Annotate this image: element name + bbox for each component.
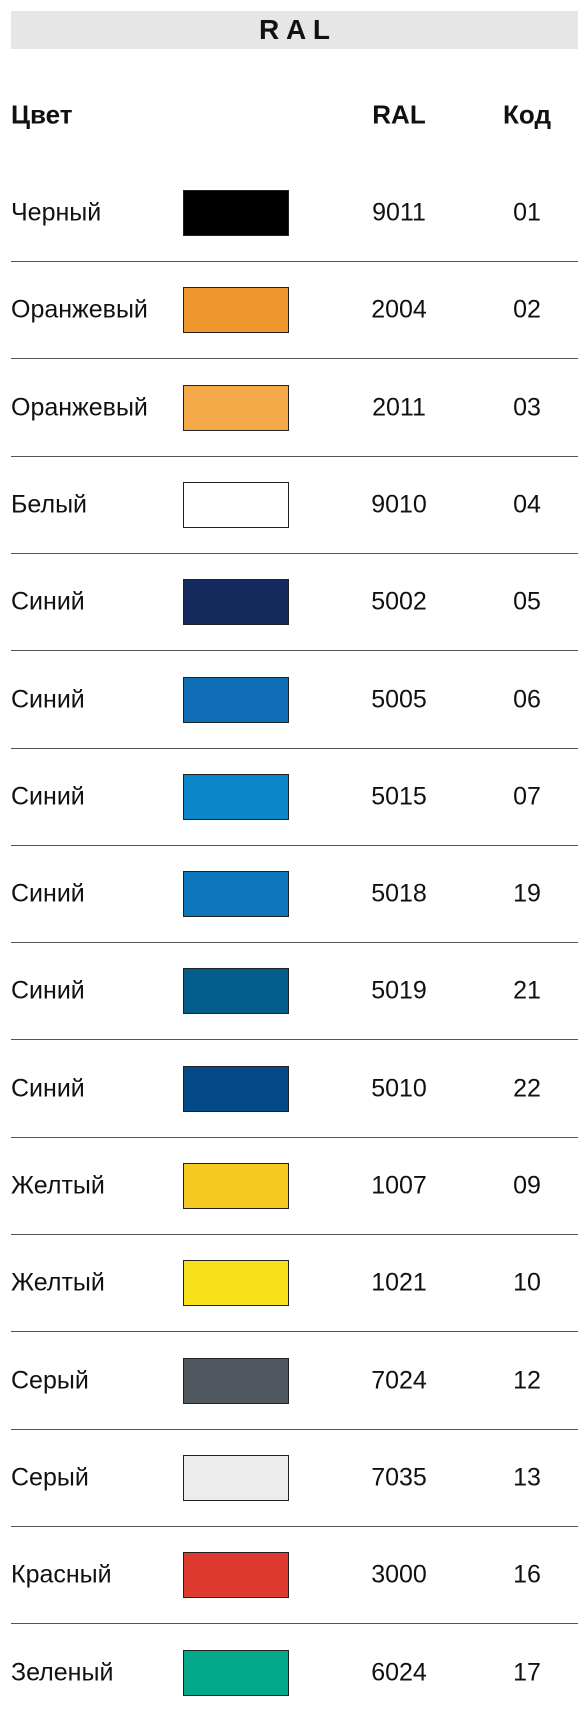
color-name: Синий [11,685,85,713]
ral-number: 9010 [371,490,427,519]
color-name: Синий [11,879,85,908]
ral-number: 2011 [372,393,426,422]
row-separator [11,844,578,846]
code: 09 [513,1171,541,1200]
color-name: Оранжевый [11,295,148,324]
color-name: Белый [11,490,88,519]
code: 16 [513,1560,541,1589]
ral-number: 5018 [371,879,427,908]
color-name: Синий [11,976,85,1005]
color-swatch [183,1065,289,1112]
code: 04 [513,490,541,519]
code: 03 [513,393,541,422]
code: 22 [513,1074,541,1103]
ral-number: 7035 [371,1463,427,1492]
color-swatch [183,481,289,528]
row-separator [11,747,578,749]
code: 17 [513,1658,541,1686]
row-separator [11,455,578,457]
color-swatch [183,1552,289,1599]
color-name: Синий [11,782,85,811]
ral-number: 2004 [371,295,427,324]
code: 01 [513,198,541,227]
row-separator [11,650,578,652]
row-separator [11,942,578,944]
row-separator [11,358,578,360]
color-swatch [183,871,289,918]
row-separator [11,1039,578,1041]
color-swatch [183,579,289,626]
column-header: RAL [372,99,426,130]
row-separator [11,261,578,262]
color-name: Красный [11,1560,112,1589]
color-name: Серый [11,1463,89,1492]
color-swatch [183,190,289,236]
code: 12 [513,1366,541,1395]
color-name: Черный [11,198,102,227]
color-name: Синий [11,1074,85,1103]
code: 10 [513,1268,541,1297]
code: 02 [513,295,541,324]
color-name: Зеленый [11,1658,114,1686]
color-swatch [183,1357,289,1404]
code: 19 [513,879,541,908]
ral-number: 3000 [371,1560,427,1589]
row-separator [11,1428,578,1430]
ral-number: 6024 [371,1658,427,1686]
code: 07 [513,782,541,811]
color-swatch [183,676,289,723]
color-name: Синий [11,587,85,616]
ral-number: 7024 [371,1366,427,1395]
column-header: Код [503,99,551,130]
color-swatch [183,968,289,1015]
color-swatch [183,1260,289,1307]
color-swatch [183,384,289,431]
ral-number: 5019 [371,976,427,1005]
row-separator [11,1331,578,1333]
row-separator [11,1525,578,1527]
row-separator [11,1136,578,1138]
row-separator [11,552,578,554]
color-name: Оранжевый [11,393,148,422]
color-swatch [183,1454,289,1501]
color-name: Желтый [11,1268,105,1297]
ral-number: 1021 [371,1268,427,1297]
ral-number: 5005 [371,685,427,713]
color-name: Желтый [11,1171,105,1200]
code: 13 [513,1463,541,1492]
color-swatch [183,773,289,820]
ral-number: 5015 [371,782,427,811]
ral-number: 5010 [371,1074,427,1103]
color-swatch [183,287,289,334]
row-separator [11,1623,578,1625]
color-swatch [183,1649,289,1696]
code: 05 [513,587,541,616]
ral-number: 9011 [372,198,426,227]
title-bar: R A L [11,11,578,49]
ral-number: 1007 [371,1171,427,1200]
code: 06 [513,685,541,713]
color-swatch [183,1163,289,1209]
color-name: Серый [11,1366,89,1395]
row-separator [11,1234,578,1235]
ral-number: 5002 [371,587,427,616]
column-header: Цвет [11,99,73,130]
code: 21 [513,976,541,1005]
